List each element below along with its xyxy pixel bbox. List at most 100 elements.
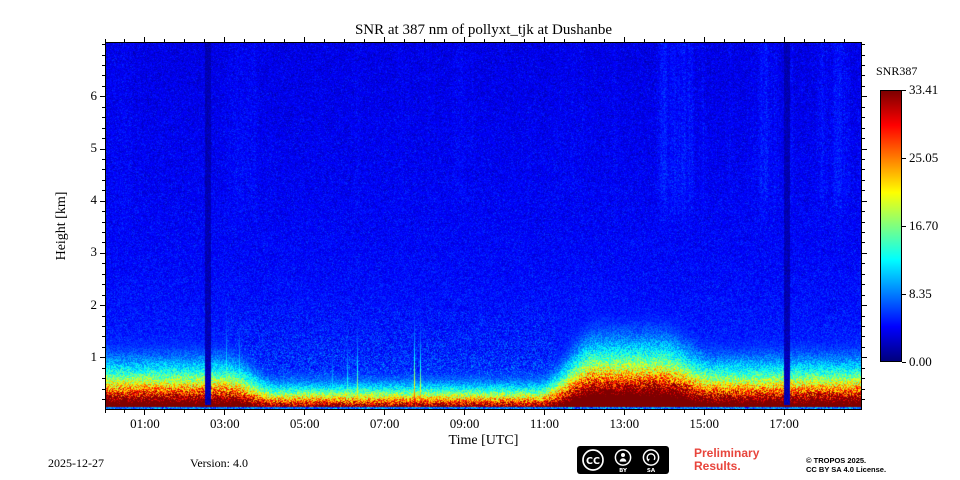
x-minor-tick [204, 410, 206, 413]
y-minor-tick-right [862, 138, 865, 140]
y-major-tick-right [862, 96, 867, 98]
x-minor-tick [404, 410, 406, 413]
x-tick-label: 01:00 [130, 416, 160, 431]
x-minor-tick-top [843, 39, 845, 42]
x-minor-tick-top [164, 39, 166, 42]
x-minor-tick [523, 410, 525, 413]
y-minor-tick [102, 127, 105, 129]
colorbar-tick [902, 157, 906, 159]
y-minor-tick-right [862, 294, 865, 296]
y-major-tick-right [862, 305, 867, 307]
y-minor-tick [102, 64, 105, 66]
colorbar-tick-label: 25.05 [909, 150, 939, 166]
x-minor-tick-top [563, 39, 565, 42]
y-minor-tick [102, 190, 105, 192]
colorbar-label: SNR387 [876, 64, 918, 78]
x-tick-label: 07:00 [369, 416, 400, 431]
colorbar-tick-label: 16.70 [909, 218, 939, 234]
x-major-tick-top [144, 37, 146, 42]
x-major-tick [703, 410, 705, 415]
y-major-tick-right [862, 148, 867, 150]
x-major-tick-top [703, 37, 705, 42]
x-major-tick [543, 410, 545, 415]
y-minor-tick [102, 138, 105, 140]
y-minor-tick-right [862, 169, 865, 171]
y-minor-tick [102, 232, 105, 234]
x-minor-tick [823, 410, 825, 413]
cc-logo-text: CC [586, 456, 600, 467]
x-minor-tick [264, 410, 266, 413]
x-major-tick [384, 410, 386, 415]
x-minor-tick [723, 410, 725, 413]
measurement-date: 2025-12-27 [48, 456, 104, 470]
x-minor-tick-top [204, 39, 206, 42]
y-tick-label: 1 [90, 348, 98, 364]
x-major-tick-top [384, 37, 386, 42]
colorbar-tick [902, 225, 906, 227]
y-minor-tick-right [862, 85, 865, 87]
y-minor-tick [102, 325, 105, 327]
y-minor-tick [102, 54, 105, 56]
x-minor-tick [164, 410, 166, 413]
x-major-tick-top [464, 37, 466, 42]
x-minor-tick [663, 410, 665, 413]
x-major-tick-top [304, 37, 306, 42]
by-person-head [621, 453, 625, 457]
x-minor-tick [843, 410, 845, 413]
y-minor-tick-right [862, 127, 865, 129]
copyright-text: © TROPOS 2025. CC BY SA 4.0 License. [806, 456, 886, 474]
x-minor-tick-top [104, 39, 106, 42]
x-minor-tick-top [364, 39, 366, 42]
y-minor-tick-right [862, 190, 865, 192]
y-minor-tick [102, 336, 105, 338]
x-major-tick-top [783, 37, 785, 42]
y-tick-label: 2 [90, 296, 98, 312]
y-minor-tick-right [862, 273, 865, 275]
x-minor-tick [803, 410, 805, 413]
colorbar-tick-label: 0.00 [909, 354, 932, 369]
y-minor-tick [102, 263, 105, 265]
x-minor-tick [603, 410, 605, 413]
x-major-tick-top [543, 37, 545, 42]
y-minor-tick-right [862, 44, 865, 46]
heatmap-canvas [106, 43, 861, 409]
y-minor-tick [102, 315, 105, 317]
y-tick-label: 5 [90, 140, 98, 155]
copyright-line1: © TROPOS 2025. [806, 456, 867, 465]
cc-by-sa-badge[interactable]: CC BY SA [577, 446, 669, 474]
x-minor-tick-top [264, 39, 266, 42]
y-axis-label: Height [km] [54, 191, 69, 261]
x-minor-tick [364, 410, 366, 413]
colorbar-tick-label: 33.41 [909, 82, 939, 97]
y-minor-tick [102, 346, 105, 348]
x-minor-tick-top [603, 39, 605, 42]
y-tick-label: 4 [90, 192, 98, 208]
y-minor-tick-right [862, 378, 865, 380]
x-major-tick [464, 410, 466, 415]
y-tick-label: 3 [90, 244, 98, 260]
y-major-tick-right [862, 252, 867, 254]
x-minor-tick-top [583, 39, 585, 42]
y-minor-tick [102, 44, 105, 46]
sa-arrow-icon [642, 449, 660, 466]
x-minor-tick [583, 410, 585, 413]
by-person-icon [614, 449, 632, 466]
heatmap-plot-area [105, 42, 862, 410]
y-major-tick-right [862, 200, 867, 202]
y-minor-tick [102, 242, 105, 244]
y-minor-tick [102, 399, 105, 401]
colorbar-tick [902, 89, 906, 91]
y-minor-tick-right [862, 242, 865, 244]
x-minor-tick-top [184, 39, 186, 42]
y-major-tick [100, 200, 105, 202]
y-minor-tick [102, 221, 105, 223]
y-minor-tick [102, 388, 105, 390]
y-minor-tick-right [862, 367, 865, 369]
x-major-tick [224, 410, 226, 415]
x-minor-tick-top [424, 39, 426, 42]
y-minor-tick [102, 75, 105, 77]
cc-circle-icon [582, 449, 604, 471]
y-minor-tick-right [862, 284, 865, 286]
x-minor-tick [643, 410, 645, 413]
y-minor-tick-right [862, 336, 865, 338]
